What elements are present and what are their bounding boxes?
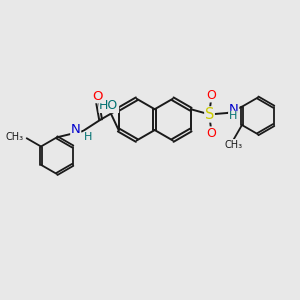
Text: HO: HO — [99, 100, 119, 112]
Text: N: N — [71, 123, 81, 136]
Text: CH₃: CH₃ — [5, 132, 23, 142]
Text: O: O — [206, 127, 216, 140]
Text: CH₃: CH₃ — [225, 140, 243, 149]
Text: S: S — [205, 107, 214, 122]
Text: N: N — [229, 103, 239, 116]
Text: O: O — [206, 89, 216, 102]
Text: O: O — [92, 90, 103, 103]
Text: H: H — [84, 132, 92, 142]
Text: H: H — [229, 111, 237, 122]
